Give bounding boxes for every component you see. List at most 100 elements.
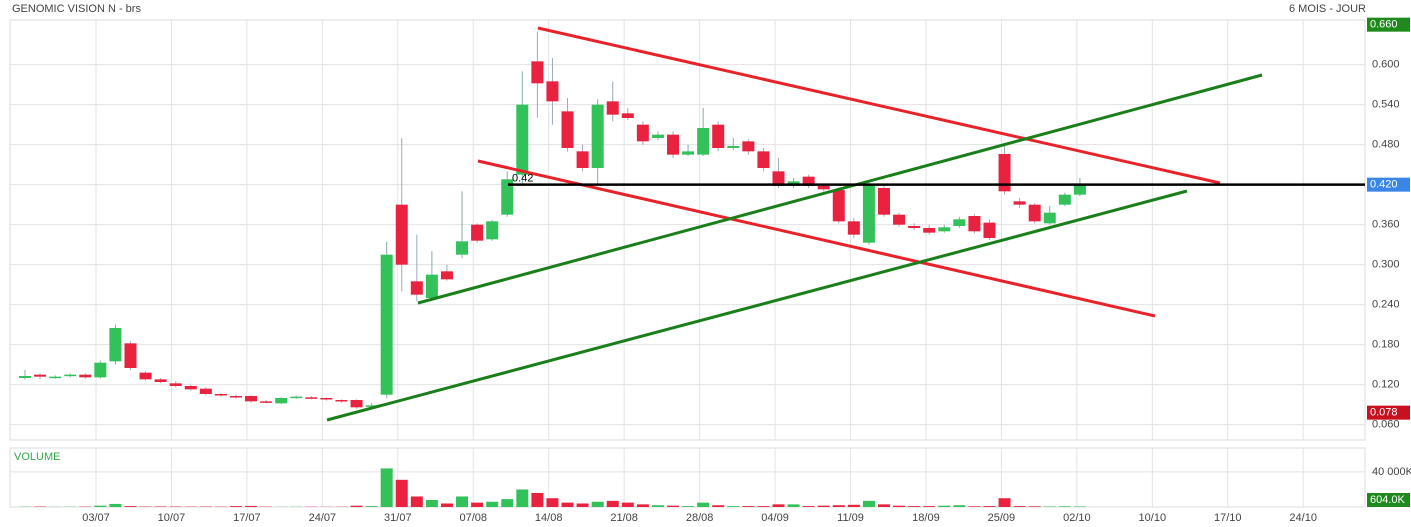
volume-bar xyxy=(712,505,725,507)
candle-body xyxy=(606,101,619,115)
candle-body xyxy=(697,128,710,155)
candle-body xyxy=(410,281,423,295)
candle-body xyxy=(19,376,31,378)
candle-body xyxy=(305,397,318,399)
volume-bar xyxy=(606,500,619,507)
volume-bar xyxy=(350,505,363,507)
candle-body xyxy=(651,134,664,138)
candle-body xyxy=(1058,194,1071,205)
period: 6 MOIS - JOUR xyxy=(1289,3,1366,15)
candle-body xyxy=(49,376,62,379)
candle-body xyxy=(832,190,845,222)
candle-body xyxy=(245,396,258,402)
volume-bar xyxy=(395,479,408,507)
candle-body xyxy=(591,104,604,168)
volume-bar xyxy=(847,504,860,507)
volume-bar xyxy=(561,502,574,507)
volume-bar xyxy=(486,501,499,507)
volume-bar xyxy=(1043,506,1056,507)
y-tick-label: 40 000K xyxy=(1372,466,1411,478)
candle-body xyxy=(275,398,288,404)
volume-bar xyxy=(908,506,921,507)
x-tick-label: 14/08 xyxy=(535,512,563,524)
marks xyxy=(19,31,1086,507)
candle-body xyxy=(365,405,378,407)
volume-tag-label: 604.0K xyxy=(1370,494,1406,506)
candle-body xyxy=(380,254,393,395)
candle-body xyxy=(621,113,634,118)
volume-bar xyxy=(621,502,634,507)
candle-body xyxy=(576,151,589,168)
volume-bar xyxy=(501,499,514,507)
candle-body xyxy=(184,386,197,390)
candle-body xyxy=(1028,204,1041,222)
x-tick-label: 24/10 xyxy=(1289,512,1317,524)
volume-bar xyxy=(742,506,755,507)
volume-bar xyxy=(953,505,966,507)
candle-body xyxy=(847,221,860,235)
grid xyxy=(10,20,1365,507)
volume-bar xyxy=(697,502,710,507)
candle-body xyxy=(1043,212,1056,224)
candle-body xyxy=(968,216,981,232)
y-tick-label: 0.060 xyxy=(1372,419,1400,431)
volume-bar xyxy=(772,504,785,507)
candle-body xyxy=(199,388,212,394)
x-tick-label: 11/09 xyxy=(837,512,864,524)
trend-lines xyxy=(326,26,1263,422)
volume-bar xyxy=(531,492,544,507)
trend-line xyxy=(326,189,1188,422)
volume-bar xyxy=(923,506,936,507)
x-tick-label: 21/08 xyxy=(610,512,638,524)
volume-bar xyxy=(425,499,438,507)
candle-body xyxy=(154,379,167,382)
candle-body xyxy=(953,219,966,226)
candle-body xyxy=(516,104,529,175)
x-tick-label: 24/07 xyxy=(309,512,337,524)
volume-bar xyxy=(471,502,484,507)
y-tick-label: 0.360 xyxy=(1372,219,1400,231)
candle-body xyxy=(214,394,227,396)
candle-body xyxy=(712,124,725,148)
volume-bar xyxy=(245,505,258,507)
volume-bar xyxy=(94,505,107,507)
candle-body xyxy=(109,328,122,362)
candle-body xyxy=(893,214,906,225)
candle-body xyxy=(64,374,77,377)
price-tag xyxy=(1367,405,1410,420)
price-tag-label: 0.420 xyxy=(1370,179,1398,191)
volume-bar xyxy=(1028,506,1041,507)
chart-title: GENOMIC VISION N - brs xyxy=(12,3,141,15)
volume-bar xyxy=(154,506,167,507)
price-tag xyxy=(1367,17,1410,32)
volume-bar xyxy=(456,496,469,507)
candle-body xyxy=(667,134,680,155)
candle-body xyxy=(79,374,92,378)
volume-bar xyxy=(124,506,137,507)
volume-bar xyxy=(938,505,951,507)
x-tick-label: 17/10 xyxy=(1214,512,1242,524)
x-tick-label: 18/09 xyxy=(912,512,940,524)
candle-body xyxy=(802,176,815,186)
volume-bar xyxy=(727,506,740,507)
y-tick-label: 0.600 xyxy=(1372,59,1400,71)
price-frame xyxy=(9,19,1366,441)
volume-frame xyxy=(9,447,1366,508)
candle-body xyxy=(531,61,544,84)
candle-body xyxy=(335,400,348,402)
x-tick-label: 10/07 xyxy=(158,512,186,524)
candle-body xyxy=(320,398,333,400)
candle-body xyxy=(546,81,559,102)
trend-line xyxy=(417,73,1263,305)
candle-body xyxy=(350,400,363,408)
candle-body xyxy=(817,186,830,190)
candle-body xyxy=(757,151,770,168)
candle-body xyxy=(1073,184,1086,195)
x-tick-label: 04/09 xyxy=(761,512,789,524)
volume-title: VOLUME xyxy=(14,451,60,463)
x-tick-label: 25/09 xyxy=(988,512,1016,524)
volume-bar xyxy=(229,506,242,507)
level-label: 0.42 xyxy=(512,173,533,185)
volume-bar xyxy=(365,506,378,507)
